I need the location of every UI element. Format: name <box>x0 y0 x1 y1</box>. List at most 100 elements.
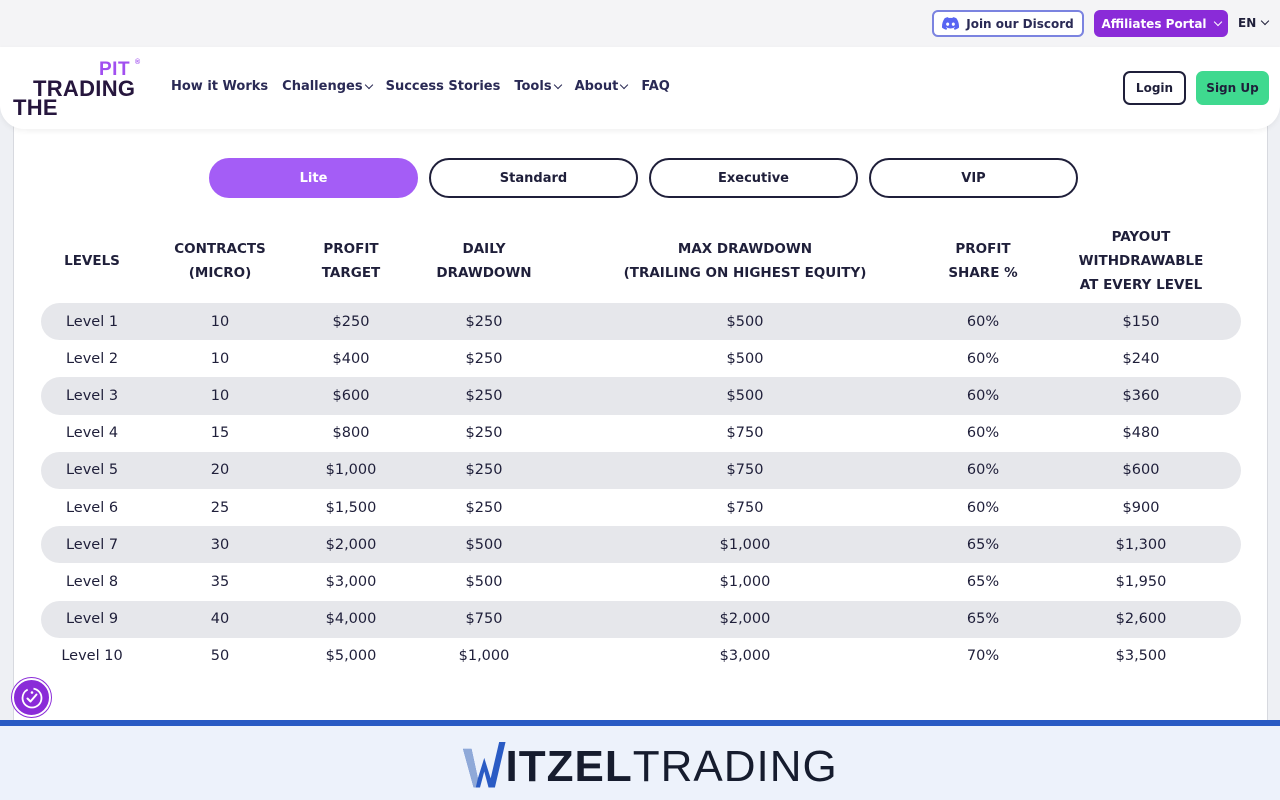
table-cell: 65% <box>966 611 1000 628</box>
chevron-down-icon <box>1261 16 1270 26</box>
language-selector[interactable]: EN <box>1238 16 1270 30</box>
logo-the: THE <box>13 95 58 120</box>
table-cell: $150 <box>1122 313 1160 330</box>
table-cell: $500 <box>465 573 503 590</box>
table-cell: $1,000 <box>719 536 771 553</box>
table-cell: $800 <box>332 425 370 442</box>
column-header: MAX DRAWDOWN (TRAILING ON HIGHEST EQUITY… <box>623 241 867 281</box>
table-cell: $250 <box>465 462 503 479</box>
tab-standard[interactable]: Standard <box>429 158 638 198</box>
table-cell: 25 <box>210 499 230 516</box>
tab-lite[interactable]: Lite <box>209 158 418 198</box>
table-cell: 15 <box>210 425 230 442</box>
table-cell: $1,000 <box>325 462 377 479</box>
table-cell: Level 6 <box>65 499 119 516</box>
table-cell: Level 10 <box>61 648 123 665</box>
table-cell: $2,600 <box>1115 611 1167 628</box>
footer-banner <box>0 726 1280 800</box>
table-cell: Level 9 <box>65 611 119 628</box>
table-cell: $480 <box>1122 425 1160 442</box>
tab-executive[interactable]: Executive <box>649 158 858 198</box>
column-header: LEVELS <box>64 253 120 269</box>
table-cell: $750 <box>465 611 503 628</box>
nav-links: How it Works Challenges Success Stories … <box>171 79 670 94</box>
table-cell: 35 <box>210 573 230 590</box>
nav-label: FAQ <box>641 79 670 94</box>
chevron-down-icon <box>1213 17 1222 26</box>
table-cell: $250 <box>465 350 503 367</box>
table-cell: 50 <box>210 648 230 665</box>
table-cell: $250 <box>465 387 503 404</box>
witzeltrading-logo: W ITZEL TRADING <box>463 742 838 792</box>
footer-divider <box>0 720 1280 726</box>
table-cell: Level 8 <box>65 573 119 590</box>
table-cell: 60% <box>966 387 1000 404</box>
language-label: EN <box>1238 16 1257 30</box>
affiliates-label: Affiliates Portal <box>1101 16 1207 31</box>
tab-vip[interactable]: VIP <box>869 158 1078 198</box>
nav-tools[interactable]: Tools <box>514 79 562 94</box>
table-cell: $3,000 <box>325 573 377 590</box>
table-cell: $600 <box>1122 462 1160 479</box>
table-cell: Level 2 <box>65 350 119 367</box>
table-cell: $500 <box>465 536 503 553</box>
chevron-down-icon <box>364 80 373 89</box>
nav-challenges[interactable]: Challenges <box>282 79 373 94</box>
plan-tabs: Lite Standard Executive VIP <box>209 158 1078 198</box>
table-cell: 20 <box>210 462 230 479</box>
table-row: Level 10 50 $5,000 $1,000 $3,000 70% $3,500 <box>41 638 1241 675</box>
table-cell: 10 <box>210 313 230 330</box>
table-cell: 10 <box>210 350 230 367</box>
chevron-down-icon <box>620 80 629 89</box>
table-cell: $500 <box>726 313 764 330</box>
nav-label: How it Works <box>171 79 269 94</box>
nav-success-stories[interactable]: Success Stories <box>386 79 501 94</box>
table-row: Level 3 10 $600 $250 $500 60% $360 <box>41 377 1241 415</box>
signup-button[interactable]: Sign Up <box>1196 71 1269 105</box>
table-cell: $900 <box>1122 499 1160 516</box>
nav-faq[interactable]: FAQ <box>641 79 670 94</box>
table-cell: $600 <box>332 387 370 404</box>
affiliates-portal-button[interactable]: Affiliates Portal <box>1094 10 1228 37</box>
table-cell: $400 <box>332 350 370 367</box>
table-cell: $1,500 <box>325 499 377 516</box>
table-row: Level 8 35 $3,000 $500 $1,000 65% $1,950 <box>41 563 1241 600</box>
main-navbar: PIT ® TRADING THE How it Works Challenge… <box>0 47 1280 129</box>
nav-about[interactable]: About <box>574 79 629 94</box>
column-header: PAYOUT WITHDRAWABLE AT EVERY LEVEL <box>1078 229 1204 293</box>
table-cell: Level 3 <box>65 387 119 404</box>
table-cell: 65% <box>966 536 1000 553</box>
table-cell: 60% <box>966 350 1000 367</box>
brand-trading: TRADING <box>632 742 838 791</box>
accessibility-button[interactable] <box>12 678 51 717</box>
nav-label: About <box>574 79 619 94</box>
the-trading-pit-logo[interactable]: PIT ® TRADING THE <box>13 59 143 120</box>
table-cell: $4,000 <box>325 611 377 628</box>
table-cell: $1,950 <box>1115 573 1167 590</box>
column-header: DAILY DRAWDOWN <box>436 241 532 281</box>
table-cell: 65% <box>966 573 1000 590</box>
table-row: Level 9 40 $4,000 $750 $2,000 65% $2,600 <box>41 600 1241 638</box>
table-cell: $250 <box>465 499 503 516</box>
table-cell: Level 4 <box>65 425 119 442</box>
table-cell: $1,000 <box>458 648 510 665</box>
table-row: Level 1 10 $250 $250 $500 60% $150 <box>41 303 1241 341</box>
discord-button[interactable]: Join our Discord <box>932 10 1084 37</box>
logo-trading: TRADING <box>33 76 136 101</box>
table-cell: $750 <box>726 462 764 479</box>
table-cell: 60% <box>966 425 1000 442</box>
logo-registered: ® <box>135 59 141 66</box>
table-row: Level 6 25 $1,500 $250 $750 60% $900 <box>41 489 1241 526</box>
table-cell: Level 7 <box>65 536 119 553</box>
table-row: Level 2 10 $400 $250 $500 60% $240 <box>41 340 1241 377</box>
table-cell: $250 <box>332 313 370 330</box>
table-cell: 60% <box>966 313 1000 330</box>
table-cell: 10 <box>210 387 230 404</box>
login-button[interactable]: Login <box>1123 71 1186 105</box>
table-cell: $2,000 <box>325 536 377 553</box>
nav-how-it-works[interactable]: How it Works <box>171 79 268 94</box>
logo-pit: PIT <box>99 59 131 80</box>
table-cell: $750 <box>726 499 764 516</box>
column-header: PROFIT TARGET <box>321 241 381 281</box>
top-utility-bar: Join our Discord Affiliates Portal EN <box>0 0 1280 47</box>
